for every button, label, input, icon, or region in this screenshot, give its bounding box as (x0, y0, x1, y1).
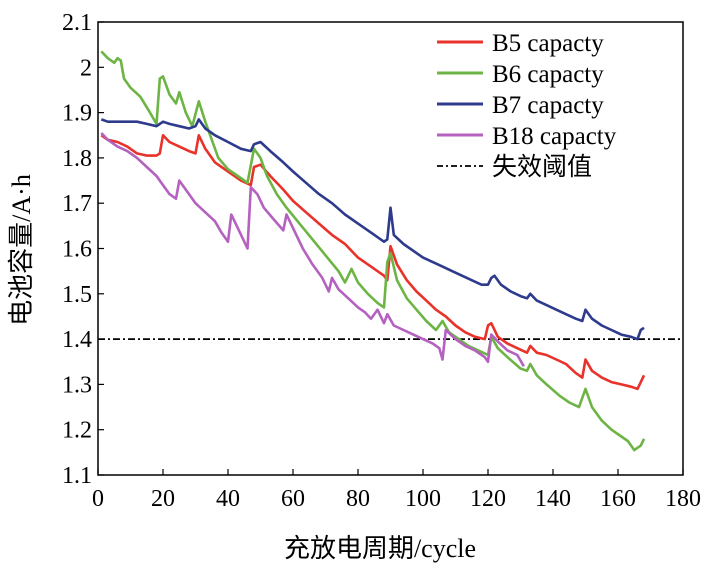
y-tick-label: 1.4 (62, 327, 92, 353)
legend-label: B6 capacty (492, 61, 604, 88)
series-line-2 (100, 118, 645, 341)
legend-label: B5 capacty (492, 30, 604, 57)
series-line-0 (100, 134, 646, 391)
x-tick-label: 40 (216, 486, 240, 512)
y-tick-label: 1.7 (62, 191, 92, 217)
x-tick-label: 80 (346, 486, 370, 512)
x-tick-label: 0 (92, 486, 104, 512)
y-tick-label: 1.2 (62, 418, 92, 444)
legend-label: B18 capacty (492, 123, 617, 150)
series-line-3 (100, 132, 525, 367)
y-tick-label: 1.9 (62, 101, 92, 127)
x-tick-label: 140 (535, 486, 571, 512)
x-tick-label: 60 (281, 486, 305, 512)
y-axis-ticks: 1.1 1.2 1.3 1.4 1.5 1.6 1.7 1.8 1.9 2 2.1 (62, 10, 104, 489)
x-tick-label: 160 (600, 486, 636, 512)
y-tick-label: 1.3 (62, 372, 92, 398)
y-axis-title: 电池容量/A·h (7, 174, 36, 326)
y-tick-label: 1.6 (62, 237, 92, 263)
y-tick-label: 1.1 (62, 463, 92, 489)
x-tick-label: 20 (151, 486, 175, 512)
legend: B5 capacty B6 capacty B7 capacty B18 capact… (437, 30, 617, 181)
x-tick-label: 180 (665, 486, 701, 512)
y-tick-label: 1.8 (62, 146, 92, 172)
x-tick-label: 100 (405, 486, 441, 512)
y-tick-label: 1.5 (62, 282, 92, 308)
x-tick-label: 120 (470, 486, 506, 512)
legend-label: 失效阈值 (492, 153, 592, 181)
y-tick-label: 2 (80, 55, 92, 81)
y-tick-label: 2.1 (62, 10, 92, 36)
series-line-1 (100, 50, 646, 452)
legend-label: B7 capacty (492, 92, 604, 119)
series-lines (100, 50, 646, 452)
x-axis-title: 充放电周期/cycle (284, 534, 476, 563)
x-axis-ticks: 0 20 40 60 80 100 120 140 160 180 (92, 469, 701, 512)
